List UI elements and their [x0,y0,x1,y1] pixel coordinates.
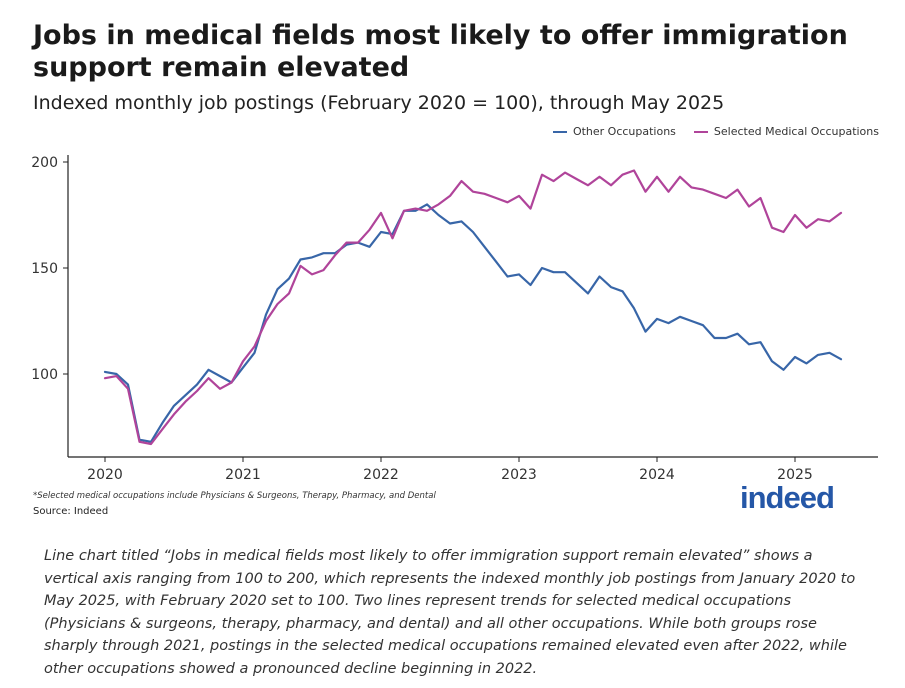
indeed-logo: indeed [740,480,835,515]
x-tick-label-2025: 2025 [777,467,813,483]
line-chart: 100 150 200 2020 2021 2022 2023 2024 2025 [31,155,878,483]
legend-swatch-medical [693,130,708,133]
chart-subtitle: Indexed monthly job postings (February 2… [33,92,725,114]
legend: Other Occupations Selected Medical Occup… [552,125,879,138]
y-tick-label-150: 150 [31,261,58,277]
series-line-selected-medical-occupations [103,169,843,446]
legend-item-medical: Selected Medical Occupations [693,125,879,138]
series-line-other-occupations [103,203,843,443]
y-tick-label-100: 100 [31,367,58,383]
legend-label-medical: Selected Medical Occupations [713,125,879,138]
y-tick-label-200: 200 [31,155,58,171]
chart-footnote: *Selected medical occupations include Ph… [33,491,436,501]
chart-description: Line chart titled “Jobs in medical field… [44,548,856,677]
x-tick-label-2022: 2022 [363,467,399,483]
x-tick-label-2023: 2023 [501,467,537,483]
legend-item-other: Other Occupations [552,125,676,138]
chart-source: Source: Indeed [33,506,109,517]
x-tick-label-2020: 2020 [87,467,123,483]
legend-swatch-other [552,130,567,133]
x-tick-label-2021: 2021 [225,467,261,483]
chart-title: Jobs in medical fields most likely to of… [33,20,848,83]
x-tick-label-2024: 2024 [639,467,675,483]
legend-label-other: Other Occupations [572,125,676,138]
